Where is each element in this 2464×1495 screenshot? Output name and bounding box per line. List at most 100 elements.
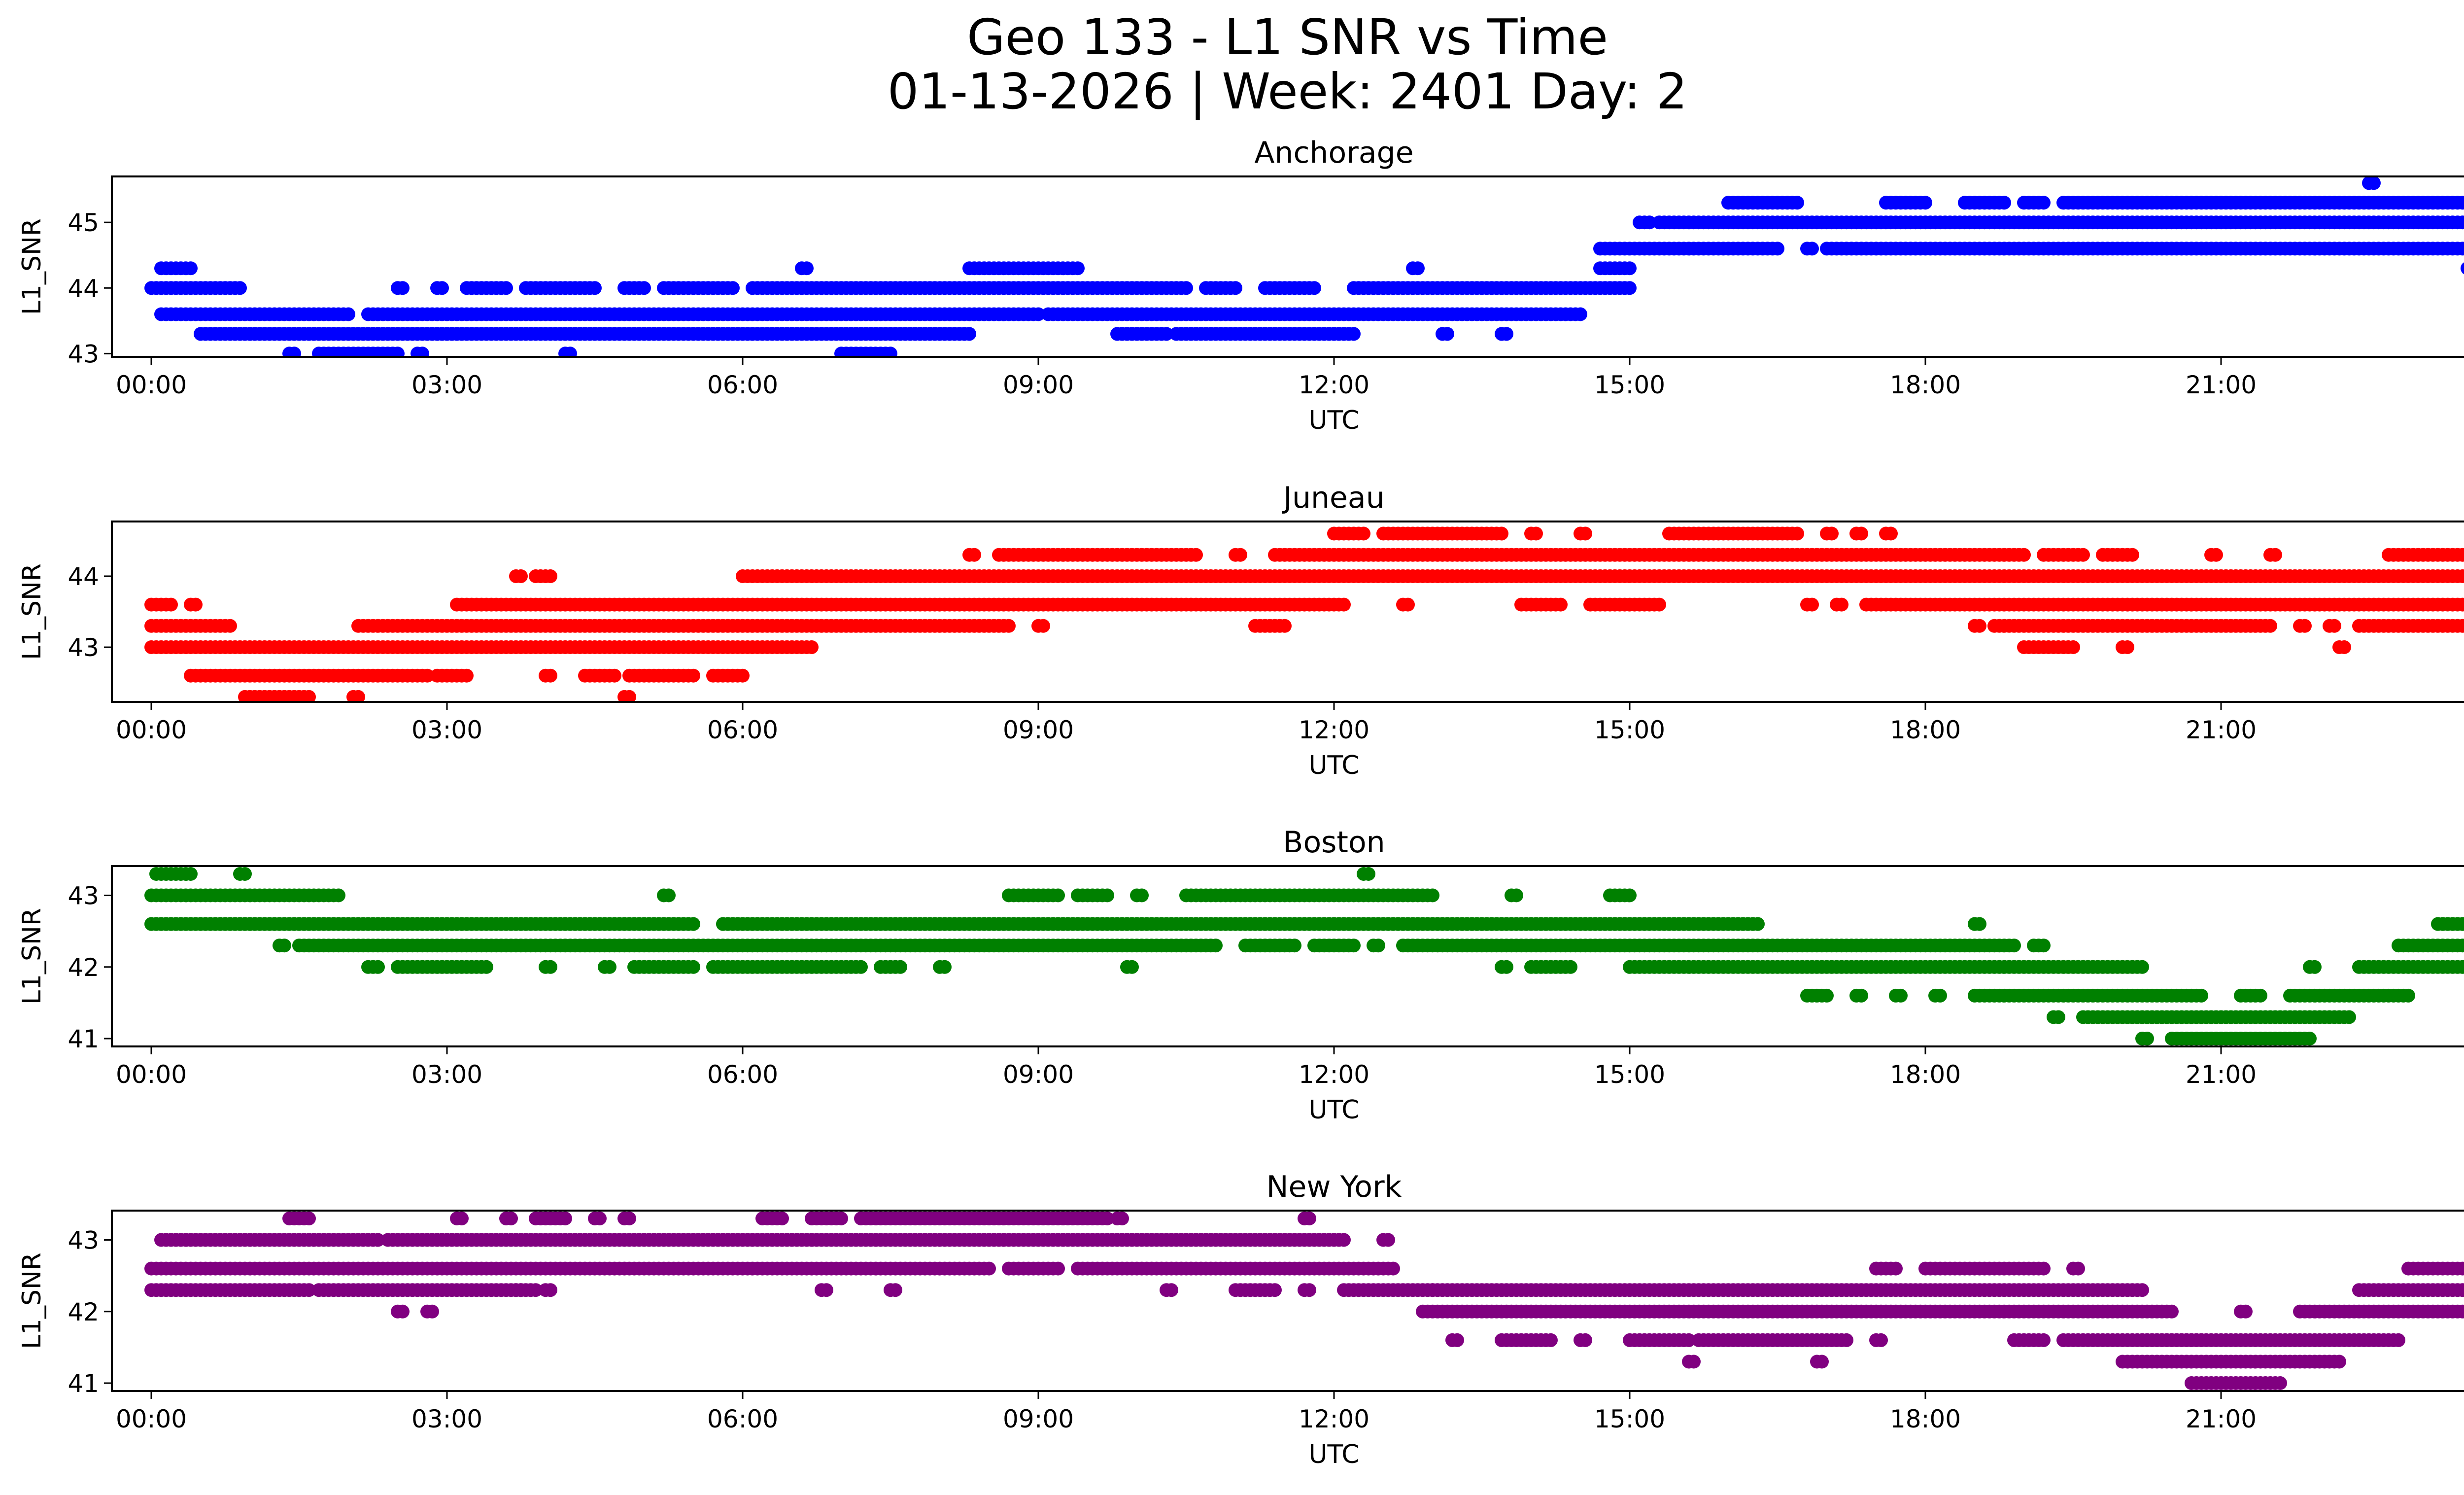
y-tick-label: 44 [68, 562, 99, 591]
data-point [1307, 281, 1321, 295]
data-point [2254, 988, 2267, 1003]
x-tick-label: 06:00 [707, 716, 778, 744]
x-tick-label: 00:00 [116, 371, 187, 399]
data-point [622, 1212, 636, 1225]
data-point [1051, 1261, 1065, 1276]
subplot-title-juneau: Juneau [1281, 481, 1384, 515]
x-axis-label: UTC [1308, 406, 1359, 435]
x-tick-label: 06:00 [707, 371, 778, 399]
data-point [1643, 215, 1656, 230]
data-point [1100, 888, 1114, 903]
data-point [1554, 597, 1568, 612]
subplot-title-boston: Boston [1283, 825, 1385, 860]
data-point [1189, 548, 1203, 562]
data-point [1820, 988, 1834, 1003]
y-axis-label: L1_SNR [17, 563, 47, 660]
y-tick-label: 43 [68, 882, 99, 910]
data-point [189, 597, 203, 612]
x-tick-label: 03:00 [411, 716, 482, 744]
data-point [2037, 1261, 2051, 1276]
y-axis-label: L1_SNR [17, 908, 47, 1005]
data-point [1529, 526, 1543, 541]
data-point [726, 281, 740, 295]
data-point [1894, 988, 1908, 1003]
data-point [563, 347, 577, 357]
data-point [775, 1212, 789, 1225]
data-point [1623, 281, 1637, 295]
data-point [1036, 619, 1050, 633]
data-point [420, 668, 434, 683]
data-point [514, 1283, 528, 1297]
data-point [1031, 307, 1045, 321]
data-point [637, 281, 651, 295]
data-point [1495, 526, 1508, 541]
data-point [2037, 939, 2051, 953]
data-point [233, 281, 247, 295]
data-point [2268, 548, 2282, 562]
data-point [1160, 327, 1173, 341]
y-tick-label: 45 [68, 209, 99, 237]
data-point [1347, 327, 1361, 341]
subplot-title-new-york: New York [1266, 1170, 1402, 1204]
data-point [1652, 597, 1666, 612]
data-point [2461, 549, 2464, 561]
data-point [238, 867, 252, 881]
x-tick-label: 21:00 [2186, 716, 2257, 744]
data-point [2007, 939, 2021, 953]
data-point [2303, 1032, 2317, 1045]
data-point [2263, 619, 2277, 633]
x-axis-label: UTC [1308, 751, 1359, 780]
data-point [2017, 548, 2031, 562]
data-point [1302, 1212, 1316, 1225]
data-point [2209, 548, 2223, 562]
figure-title-line1: Geo 133 - L1 SNR vs Time [967, 8, 1608, 66]
data-point [164, 597, 178, 612]
data-point [544, 960, 557, 974]
data-point [1125, 960, 1139, 974]
series-anchorage [144, 176, 2464, 357]
data-point [1805, 597, 1819, 612]
data-point [1973, 917, 1986, 931]
data-point [2461, 570, 2464, 583]
x-tick-label: 09:00 [1003, 371, 1074, 399]
data-point [1825, 526, 1839, 541]
x-tick-label: 21:00 [2186, 371, 2257, 399]
x-tick-label: 06:00 [707, 1060, 778, 1089]
data-point [1357, 526, 1370, 541]
data-point [967, 548, 981, 562]
data-point [1381, 1233, 1395, 1247]
data-point [415, 347, 429, 357]
data-point [603, 960, 616, 974]
data-point [371, 1233, 385, 1247]
figure-title-line2: 01-13-2026 | Week: 2401 Day: 2 [887, 63, 1688, 120]
data-point [962, 327, 976, 341]
data-point [1347, 939, 1361, 953]
data-point [2140, 1032, 2154, 1045]
data-point [2298, 619, 2312, 633]
data-point [736, 668, 750, 683]
data-point [2052, 1010, 2065, 1024]
data-point [1386, 1261, 1400, 1276]
x-axis-label: UTC [1308, 1095, 1359, 1125]
data-point [1973, 619, 1986, 633]
data-point [834, 1212, 848, 1225]
x-tick-label: 09:00 [1003, 1060, 1074, 1089]
data-point [1179, 281, 1193, 295]
y-tick-label: 43 [68, 633, 99, 662]
data-point [2461, 216, 2464, 229]
data-point [1288, 939, 1301, 953]
data-point [2071, 1261, 2085, 1276]
y-tick-label: 42 [68, 953, 99, 982]
data-point [1337, 1233, 1351, 1247]
data-point [2121, 640, 2134, 654]
x-tick-label: 18:00 [1890, 371, 1961, 399]
subplot-title-anchorage: Anchorage [1254, 136, 1413, 170]
data-point [1371, 939, 1385, 953]
data-point [2194, 988, 2208, 1003]
y-tick-label: 44 [68, 274, 99, 303]
x-tick-label: 15:00 [1594, 371, 1665, 399]
data-point [2367, 176, 2381, 190]
data-point [332, 888, 345, 903]
data-point [1564, 960, 1577, 974]
